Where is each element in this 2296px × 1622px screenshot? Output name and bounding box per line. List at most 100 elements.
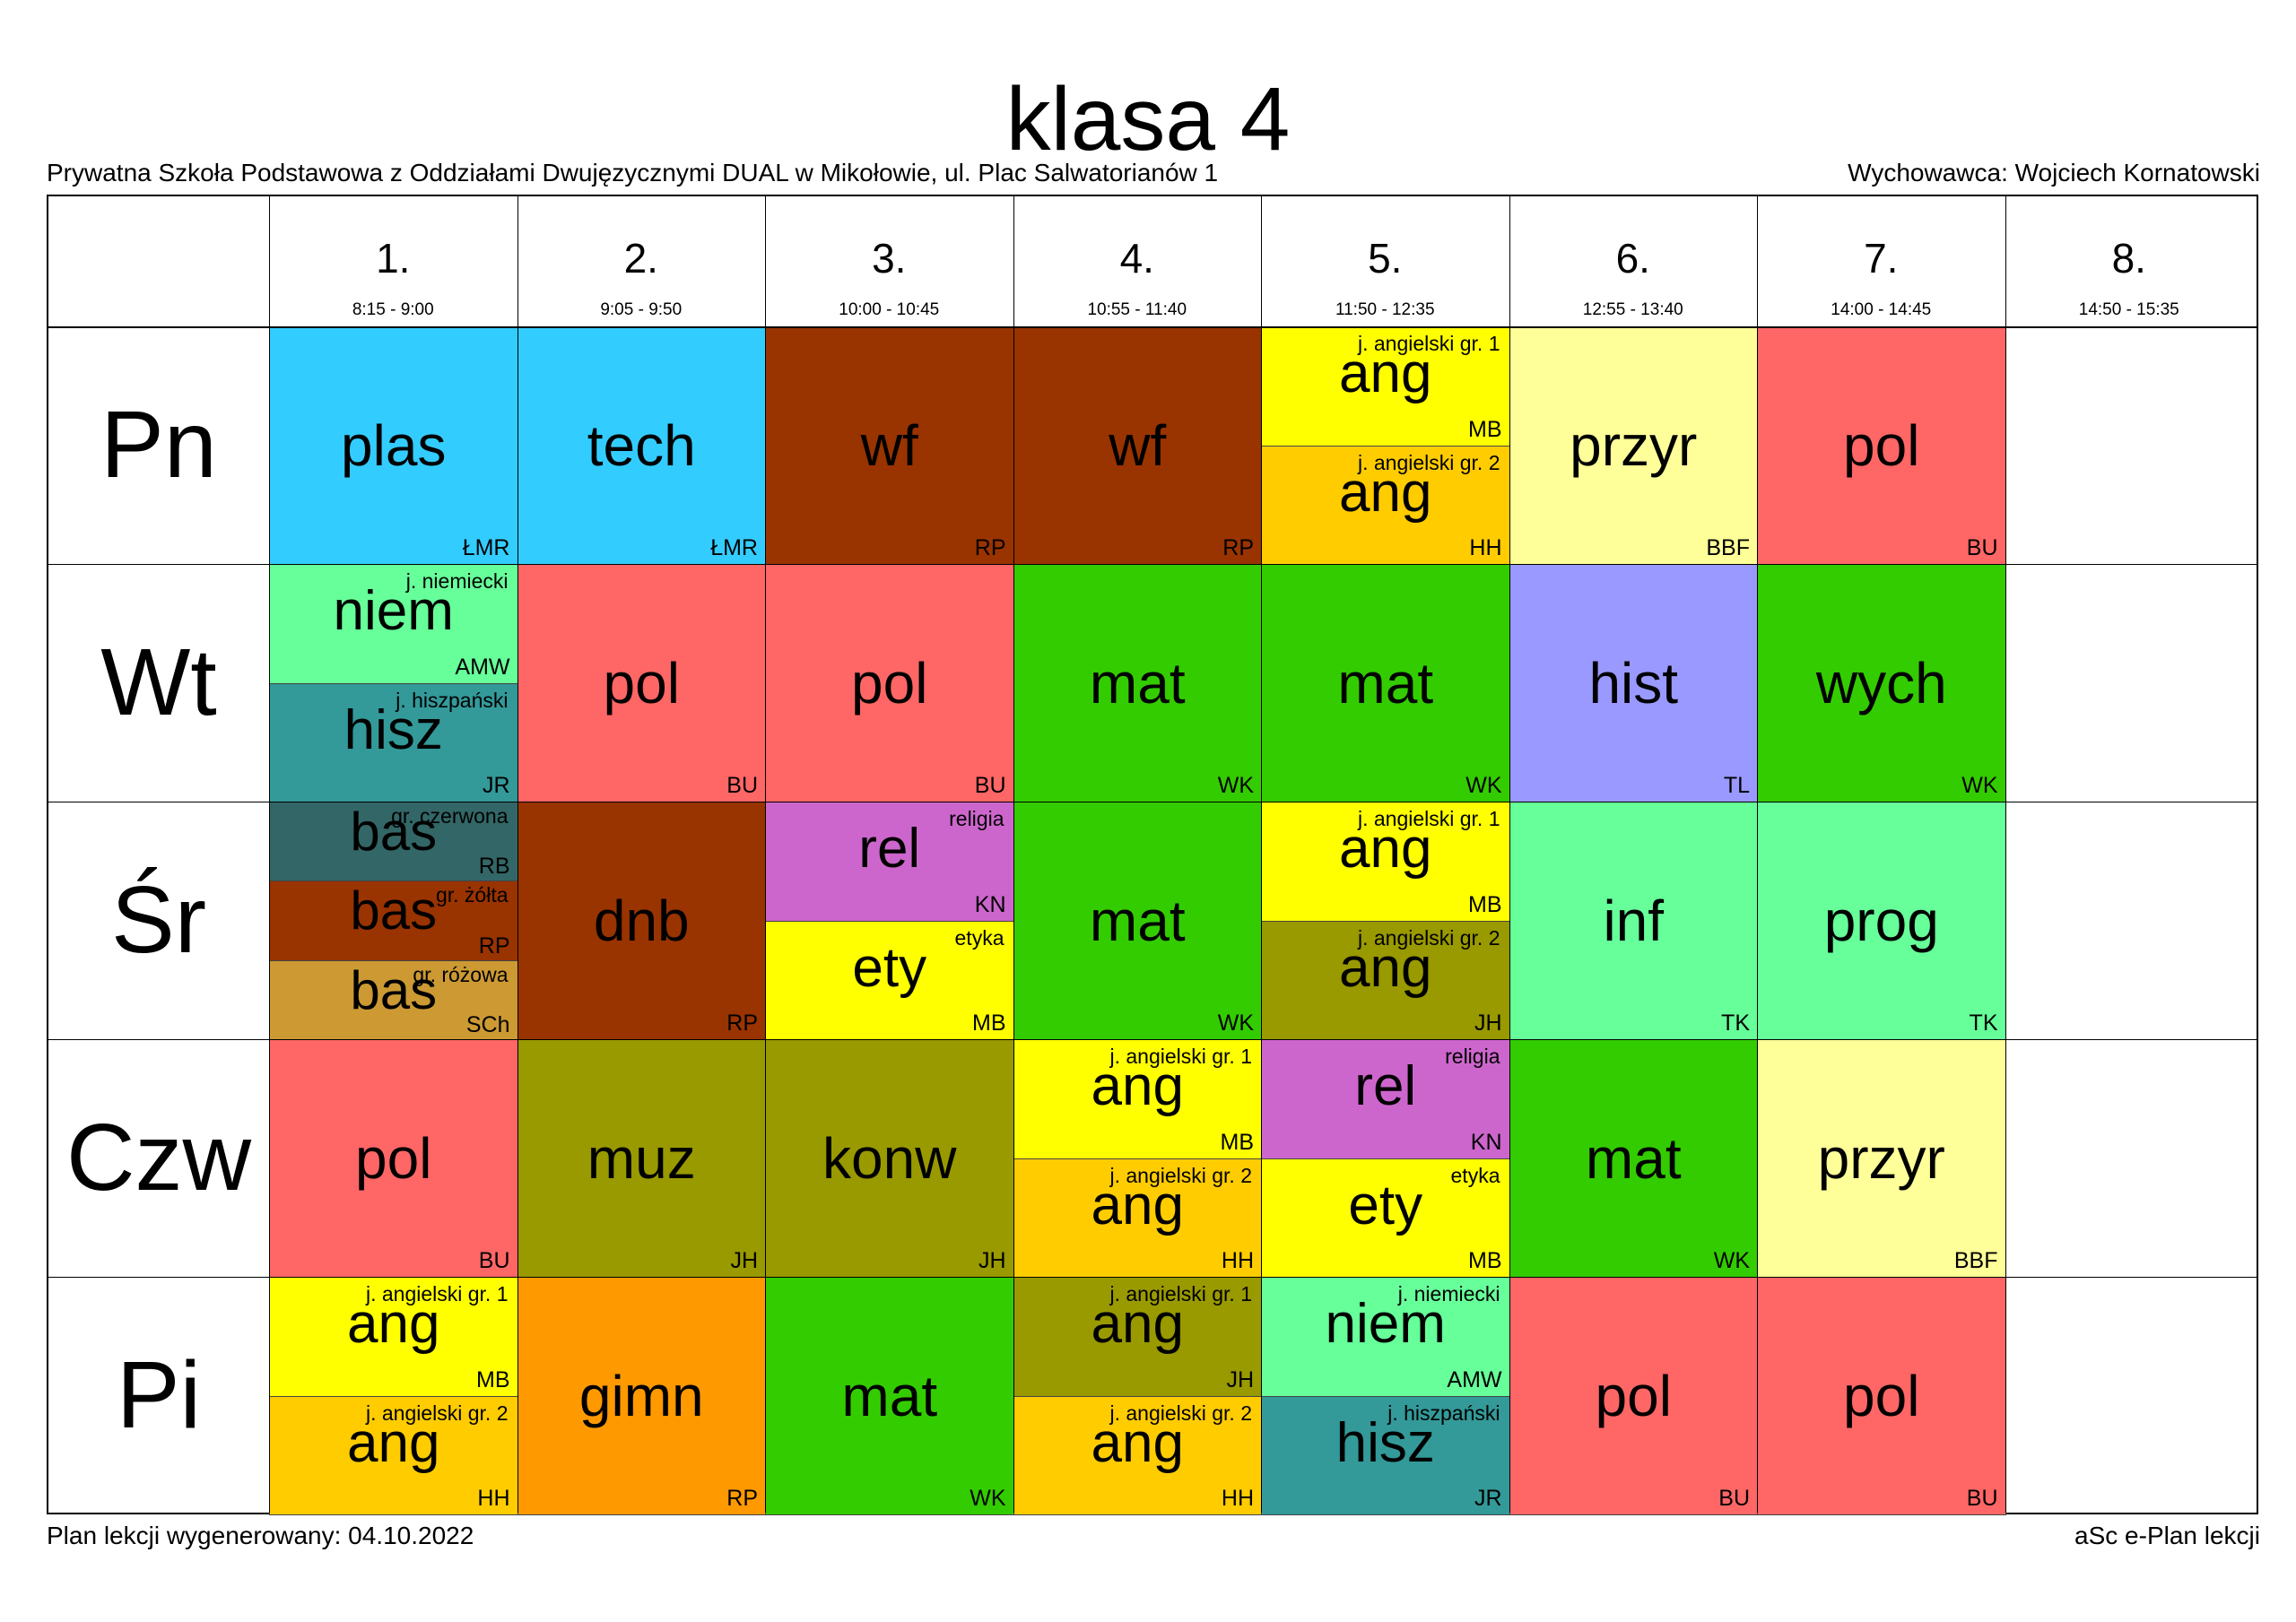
lesson-subject: pol xyxy=(1595,1364,1672,1428)
lesson-group: j. hiszpański xyxy=(396,688,509,712)
lesson-group: j. hiszpański xyxy=(1387,1401,1500,1425)
lesson-teacher: TL xyxy=(1723,773,1750,798)
lesson-subject: mat xyxy=(1089,889,1186,953)
lesson-cell[interactable]: mat WK xyxy=(765,1277,1014,1515)
lesson-subject: bas xyxy=(350,959,438,1020)
lesson-teacher: WK xyxy=(970,1486,1006,1511)
lesson-cell[interactable]: gr. czerwona bas RB xyxy=(269,802,518,882)
lesson-cell[interactable]: j. angielski gr. 2 ang HH xyxy=(1261,445,1510,565)
lesson-subject: plas xyxy=(341,413,447,478)
lesson-cell[interactable]: mat WK xyxy=(1013,564,1262,802)
day-label: Czw xyxy=(65,1105,252,1210)
lesson-teacher: WK xyxy=(1713,1248,1750,1273)
lesson-cell[interactable]: mat WK xyxy=(1013,802,1262,1040)
lesson-cell[interactable]: j. angielski gr. 1 ang MB xyxy=(269,1277,518,1397)
lesson-cell[interactable]: hist TL xyxy=(1509,564,1758,802)
period-time: 14:00 - 14:45 xyxy=(1831,300,1932,319)
lesson-cell[interactable]: j. hiszpański hisz JR xyxy=(1261,1395,1510,1515)
grid-column-line xyxy=(2005,196,2006,1513)
lesson-subject: hisz xyxy=(1335,1411,1435,1474)
lesson-cell[interactable]: muz JH xyxy=(517,1039,766,1278)
lesson-cell[interactable]: j. angielski gr. 1 ang MB xyxy=(1013,1039,1262,1159)
lesson-cell[interactable]: mat WK xyxy=(1509,1039,1758,1278)
day-label: Pn xyxy=(100,392,217,498)
lesson-teacher: MB xyxy=(476,1366,510,1392)
lesson-teacher: HH xyxy=(477,1486,510,1511)
lesson-teacher: BBF xyxy=(1706,535,1750,560)
lesson-cell[interactable]: pol BU xyxy=(1757,326,2006,565)
lesson-cell[interactable]: gr. różowa bas SCh xyxy=(269,959,518,1040)
lesson-cell[interactable]: j. hiszpański hisz JR xyxy=(269,682,518,802)
lesson-cell[interactable]: tech ŁMR xyxy=(517,326,766,565)
lesson-cell[interactable]: gimn RP xyxy=(517,1277,766,1515)
lesson-cell[interactable]: prog TK xyxy=(1757,802,2006,1040)
lesson-cell[interactable]: religia rel KN xyxy=(1261,1039,1510,1159)
lesson-cell[interactable]: religia rel KN xyxy=(765,802,1014,922)
grid-row-line xyxy=(48,1277,2257,1278)
lesson-cell[interactable]: j. angielski gr. 1 ang JH xyxy=(1013,1277,1262,1397)
lesson-group: j. angielski gr. 2 xyxy=(1109,1163,1252,1187)
lesson-cell[interactable]: j. angielski gr. 2 ang HH xyxy=(269,1395,518,1515)
lesson-teacher: MB xyxy=(1468,416,1502,442)
lesson-teacher: HH xyxy=(1469,535,1502,560)
lesson-teacher: TK xyxy=(1969,1010,1998,1036)
lesson-cell[interactable]: j. niemiecki niem AMW xyxy=(1261,1277,1510,1397)
lesson-cell[interactable]: mat WK xyxy=(1261,564,1510,802)
grid-column-line xyxy=(1509,196,1510,1513)
lesson-subject: dnb xyxy=(593,889,690,953)
lesson-cell[interactable]: plas ŁMR xyxy=(269,326,518,565)
lesson-cell[interactable]: przyr BBF xyxy=(1509,326,1758,565)
lesson-cell[interactable]: etyka ety MB xyxy=(765,920,1014,1040)
lesson-cell[interactable]: wf RP xyxy=(765,326,1014,565)
lesson-subject: ang xyxy=(1091,1174,1184,1236)
lesson-cell[interactable]: pol BU xyxy=(1509,1277,1758,1515)
lesson-teacher: BU xyxy=(1966,535,1998,560)
period-header: 2. 9:05 - 9:50 xyxy=(517,196,766,326)
lesson-cell[interactable]: j. angielski gr. 2 ang HH xyxy=(1013,1158,1262,1278)
lesson-teacher: RP xyxy=(726,1486,758,1511)
period-time: 14:50 - 15:35 xyxy=(2078,300,2179,319)
lesson-cell[interactable]: pol BU xyxy=(765,564,1014,802)
period-header: 4. 10:55 - 11:40 xyxy=(1013,196,1262,326)
lesson-subject: bas xyxy=(350,880,438,941)
lesson-cell[interactable]: konw JH xyxy=(765,1039,1014,1278)
lesson-teacher: RP xyxy=(478,932,510,958)
lesson-cell[interactable]: wf RP xyxy=(1013,326,1262,565)
lesson-teacher: RP xyxy=(1222,535,1254,560)
grid-column-line xyxy=(517,196,518,1513)
lesson-cell[interactable]: j. angielski gr. 2 ang HH xyxy=(1013,1395,1262,1515)
lesson-cell[interactable]: pol BU xyxy=(517,564,766,802)
lesson-cell[interactable]: j. niemiecki niem AMW xyxy=(269,564,518,684)
lesson-subject: pol xyxy=(851,651,928,716)
lesson-subject: ang xyxy=(1091,1411,1184,1474)
lesson-cell[interactable]: pol BU xyxy=(1757,1277,2006,1515)
homeroom-teacher: Wychowawca: Wojciech Kornatowski xyxy=(1848,159,2260,186)
lesson-cell[interactable]: gr. żółta bas RP xyxy=(269,880,518,961)
period-number: 3. xyxy=(872,235,907,282)
lesson-subject: bas xyxy=(350,802,438,862)
lesson-cell[interactable]: j. angielski gr. 1 ang MB xyxy=(1261,802,1510,922)
period-number: 6. xyxy=(1615,235,1650,282)
lesson-group: j. angielski gr. 1 xyxy=(1357,807,1500,830)
lesson-cell[interactable]: inf TK xyxy=(1509,802,1758,1040)
lesson-group: j. angielski gr. 1 xyxy=(1357,332,1500,355)
period-number: 1. xyxy=(376,235,411,282)
lesson-subject: ang xyxy=(1339,936,1432,999)
lesson-teacher: AMW xyxy=(455,654,510,680)
lesson-group: j. angielski gr. 1 xyxy=(365,1282,509,1305)
lesson-cell[interactable]: j. angielski gr. 2 ang JH xyxy=(1261,920,1510,1040)
lesson-cell[interactable]: j. angielski gr. 1 ang MB xyxy=(1261,326,1510,447)
generated-date: Plan lekcji wygenerowany: 04.10.2022 xyxy=(47,1522,474,1549)
lesson-cell[interactable]: wych WK xyxy=(1757,564,2006,802)
lesson-teacher: MB xyxy=(972,1010,1006,1036)
lesson-subject: mat xyxy=(841,1364,938,1428)
lesson-subject: muz xyxy=(587,1126,696,1191)
lesson-cell[interactable]: etyka ety MB xyxy=(1261,1158,1510,1278)
lesson-cell[interactable]: przyr BBF xyxy=(1757,1039,2006,1278)
school-name: Prywatna Szkoła Podstawowa z Oddziałami … xyxy=(47,159,1219,186)
period-time: 9:05 - 9:50 xyxy=(600,300,683,319)
grid-column-line xyxy=(765,196,766,1513)
lesson-teacher: SCh xyxy=(465,1011,510,1037)
lesson-cell[interactable]: dnb RP xyxy=(517,802,766,1040)
lesson-cell[interactable]: pol BU xyxy=(269,1039,518,1278)
